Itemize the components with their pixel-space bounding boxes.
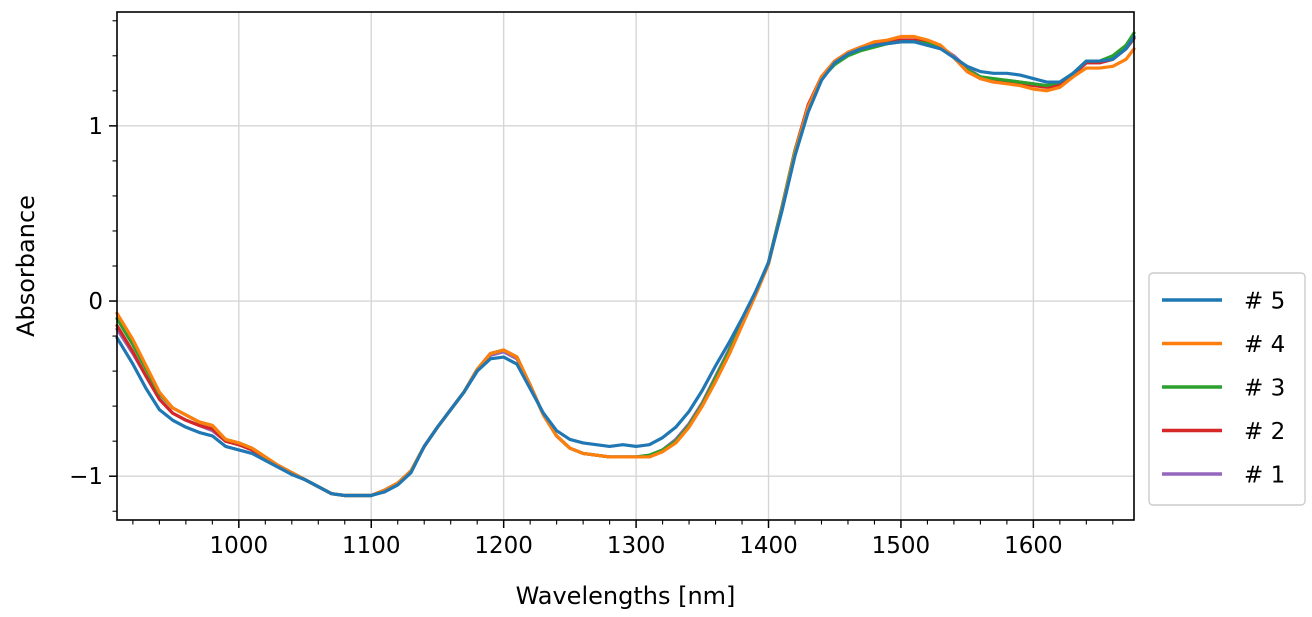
legend: # 5 # 4 # 3 # 2 # 1 [1148,272,1306,506]
legend-label-1: # 1 [1244,463,1285,489]
x-tick-label: 1300 [607,533,666,559]
y-tick-label: −1 [69,464,103,490]
x-axis-label: Wavelengths [nm] [516,582,736,610]
x-tick-label: 1400 [739,533,798,559]
series-line-5 [115,34,1136,498]
axis-ticks: 1000 1100 1200 1300 1400 1500 1600 −1 0 1 [69,20,1114,559]
y-tick-label: 1 [88,114,103,140]
x-tick-label: 1200 [474,533,533,559]
plot-background [117,12,1134,520]
x-tick-label: 1500 [872,533,931,559]
legend-label-4: # 4 [1244,332,1285,358]
legend-box [1148,272,1306,506]
x-tick-label: 1100 [342,533,401,559]
x-tick-label: 1600 [1004,533,1063,559]
grid [117,12,1134,520]
legend-label-5: # 5 [1244,289,1285,315]
legend-label-3: # 3 [1244,376,1285,402]
y-tick-label: 0 [88,289,103,315]
legend-label-2: # 2 [1244,419,1285,445]
series-lines [115,31,1136,498]
y-axis-label: Absorbance [12,195,40,337]
x-tick-label: 1000 [210,533,269,559]
